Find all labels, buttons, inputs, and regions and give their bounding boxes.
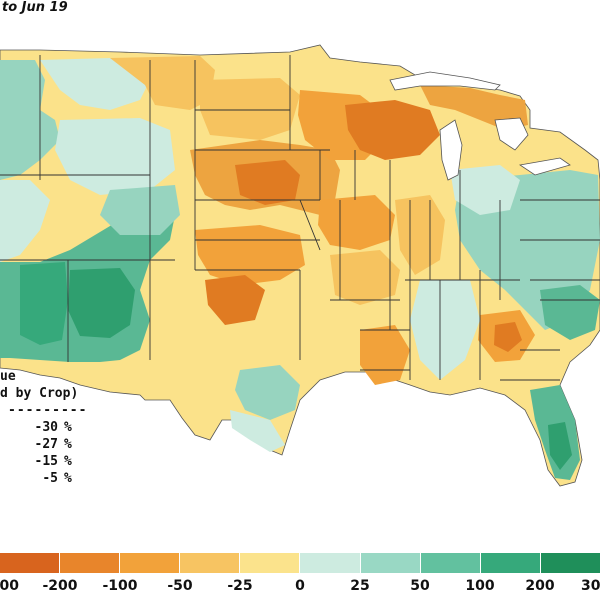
region-texas-south-teal (230, 410, 285, 452)
region-florida-darkgreen (548, 422, 572, 470)
color-scale-tick-label: -200 (42, 578, 78, 594)
region-ohio-teal (450, 165, 520, 215)
color-scale-tick-label: 50 (410, 578, 430, 594)
color-scale-tick-label: 25 (350, 578, 370, 594)
region-montana-teal (40, 58, 150, 110)
color-scale-tick-label: -50 (167, 578, 193, 594)
region-texas-teal (235, 365, 300, 420)
color-scale-tick-label: 300 (580, 578, 600, 594)
lake-erie (518, 157, 571, 176)
region-newmexico-darkgreen (68, 268, 135, 338)
color-scale-segment (540, 553, 600, 573)
legend-entry: -15 % (0, 453, 80, 470)
region-georgia-darkorange (494, 322, 522, 352)
legend-entry-value: -27 (34, 437, 58, 452)
legend-entry-unit: % (64, 437, 72, 452)
legend-entry: -27 % (0, 436, 80, 453)
legend-entry: -5 % (0, 470, 80, 487)
color-scale-bar (0, 553, 600, 573)
legend-entry-value: -15 (34, 454, 58, 469)
region-iowa-orange (318, 195, 395, 250)
color-scale-segment (0, 553, 61, 573)
region-colorado-teal (100, 185, 180, 235)
region-illinois-orange (395, 195, 445, 275)
legend-entry-unit: % (64, 471, 72, 486)
region-oklahoma-darkorange (205, 275, 265, 325)
legend-divider: --------- (8, 403, 88, 418)
us-map (0, 44, 600, 487)
color-scale-segment (240, 553, 301, 573)
color-scale-tick-label: -25 (227, 578, 253, 594)
color-scale-segment (60, 553, 121, 573)
region-wisconsin-darkorange (345, 100, 440, 160)
region-dakota-orange (200, 78, 300, 140)
color-scale-tick-label: 0 (295, 578, 305, 594)
map-title: to Jun 19 (2, 0, 68, 15)
lake-superior (389, 71, 501, 91)
color-scale-tick-label: -100 (102, 578, 138, 594)
legend: ue d by Crop) --------- -30 % -27 % -15 … (0, 368, 87, 487)
region-michigan-orange (420, 85, 528, 130)
legend-entry: -30 % (0, 419, 80, 436)
color-scale-tick-label: 100 (465, 578, 495, 594)
color-scale-tick-label: 200 (525, 578, 555, 594)
region-montana-yellow (110, 56, 215, 110)
legend-entry-value: -30 (34, 420, 58, 435)
legend-entry-unit: % (64, 420, 72, 435)
color-scale-segment (180, 553, 241, 573)
region-missouri-orange (330, 250, 400, 305)
region-northwest-teal (0, 60, 60, 180)
region-southeast-teal (410, 280, 480, 380)
color-scale-segment (420, 553, 481, 573)
region-carolina-green (540, 285, 600, 340)
region-west-teal (0, 180, 50, 262)
lake-michigan (439, 119, 463, 181)
color-scale-segment (480, 553, 541, 573)
legend-title-line1: ue (0, 369, 16, 384)
legend-entry-unit: % (64, 454, 72, 469)
legend-title-line2: d by Crop) (0, 386, 79, 401)
color-scale-segment (300, 553, 361, 573)
color-scale-tick-label: 300 (0, 578, 20, 594)
region-arizona-green (20, 262, 68, 345)
lake-huron (494, 117, 529, 151)
legend-entry-value: -5 (42, 471, 58, 486)
state-borders (0, 55, 600, 381)
color-scale-labels: 300 -200 -100 -50 -25 0 25 50 100 200 300 (0, 578, 600, 598)
region-wyoming-teal (55, 118, 175, 195)
color-scale-segment (360, 553, 421, 573)
region-nebraska-darkorange (235, 160, 300, 205)
color-scale-segment (120, 553, 181, 573)
